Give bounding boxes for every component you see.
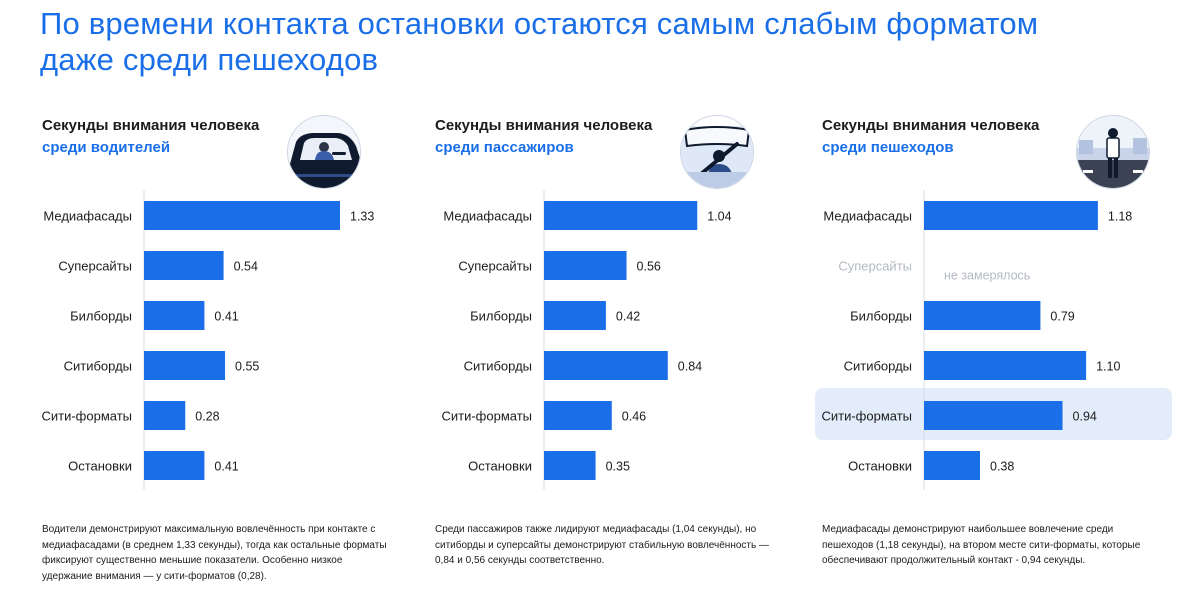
- category-label: Остановки: [848, 459, 912, 474]
- value-label: 1.18: [1108, 210, 1132, 224]
- page-title: По времени контакта остановки остаются с…: [40, 6, 1160, 78]
- bar: [544, 201, 698, 230]
- driver-icon: [287, 115, 361, 189]
- panel-subheading: среди водителей: [42, 139, 171, 156]
- bar: [924, 401, 1063, 430]
- chart-passengers: Медиафасады 1.04 Суперсайты 0.56 Билборды 0.4…: [435, 180, 805, 500]
- category-label: Медиафасады: [443, 209, 532, 224]
- chart-drivers: Медиафасады 1.33 Суперсайты 0.54 Билборды 0.4…: [41, 180, 412, 500]
- panel-subheading: среди пассажиров: [435, 139, 574, 156]
- panel-heading: Секунды внимания человека: [42, 117, 260, 134]
- bar: [144, 301, 205, 330]
- category-label: Медиафасады: [823, 209, 912, 224]
- panel-note: Среди пассажиров также лидируют медиафас…: [435, 524, 769, 566]
- pedestrian-icon: [1076, 115, 1150, 189]
- category-label: Сити-форматы: [441, 409, 532, 424]
- category-label: Суперсайты: [58, 259, 132, 274]
- bar: [544, 251, 627, 280]
- category-label: Остановки: [468, 459, 532, 474]
- page-title-line-2: даже среди пешеходов: [40, 42, 379, 77]
- bar: [924, 301, 1041, 330]
- bar: [544, 451, 596, 480]
- category-label: Ситиборды: [844, 359, 912, 374]
- category-label: Суперсайты: [458, 259, 532, 274]
- not-measured-label: не замерялось: [944, 269, 1030, 283]
- panel-pedestrians: Секунды внимания человека среди пешеходо…: [815, 110, 1192, 605]
- passenger-icon: [680, 115, 754, 189]
- value-label: 1.04: [707, 210, 731, 224]
- bar: [544, 401, 612, 430]
- category-label: Остановки: [68, 459, 132, 474]
- value-label: 0.54: [234, 260, 258, 274]
- value-label: 0.38: [990, 460, 1014, 474]
- value-label: 0.41: [214, 460, 238, 474]
- panel-heading: Секунды внимания человека: [822, 117, 1040, 134]
- chart-pedestrians: Медиафасады 1.18 Суперсайты не замерялось Би…: [821, 180, 1192, 500]
- value-label: 0.46: [622, 410, 646, 424]
- bar: [144, 451, 205, 480]
- bar-chart-passengers: Медиафасады 1.04 Суперсайты 0.56 Билборды 0.4…: [441, 190, 732, 490]
- page-title-line-1: По времени контакта остановки остаются с…: [40, 6, 1039, 41]
- category-label: Ситиборды: [64, 359, 132, 374]
- panel-note: Водители демонстрируют максимальную вовл…: [42, 524, 387, 582]
- bar-chart-drivers: Медиафасады 1.33 Суперсайты 0.54 Билборды 0.4…: [41, 190, 374, 490]
- value-label: 1.10: [1096, 360, 1120, 374]
- category-label: Билборды: [70, 309, 132, 324]
- bar: [144, 351, 226, 380]
- category-label: Ситиборды: [464, 359, 532, 374]
- category-label: Суперсайты: [838, 259, 912, 274]
- bar: [544, 301, 606, 330]
- bar: [924, 351, 1087, 380]
- value-label: 0.35: [606, 460, 630, 474]
- bar-chart-pedestrians: Медиафасады 1.18 Суперсайты не замерялось Би…: [821, 190, 1132, 490]
- panel-heading: Секунды внимания человека: [435, 117, 653, 134]
- value-label: 0.94: [1073, 410, 1097, 424]
- bar: [144, 201, 340, 230]
- value-label: 0.55: [235, 360, 259, 374]
- category-label: Сити-форматы: [821, 409, 912, 424]
- value-label: 0.41: [214, 310, 238, 324]
- panel-note: Медиафасады демонстрируют наибольшее вов…: [822, 524, 1141, 566]
- bar: [924, 451, 980, 480]
- bar: [144, 401, 186, 430]
- category-label: Билборды: [850, 309, 912, 324]
- bar: [544, 351, 668, 380]
- panel-subheading: среди пешеходов: [822, 139, 954, 156]
- value-label: 0.84: [678, 360, 702, 374]
- value-label: 0.79: [1050, 310, 1074, 324]
- value-label: 0.42: [616, 310, 640, 324]
- bar: [924, 201, 1098, 230]
- panel-passengers: Секунды внимания человека среди пассажир…: [435, 110, 805, 605]
- category-label: Медиафасады: [43, 209, 132, 224]
- value-label: 0.28: [195, 410, 219, 424]
- bar: [144, 251, 224, 280]
- panel-drivers: Секунды внимания человека среди водителе…: [41, 110, 412, 605]
- category-label: Билборды: [470, 309, 532, 324]
- value-label: 0.56: [637, 260, 661, 274]
- value-label: 1.33: [350, 210, 374, 224]
- category-label: Сити-форматы: [41, 409, 132, 424]
